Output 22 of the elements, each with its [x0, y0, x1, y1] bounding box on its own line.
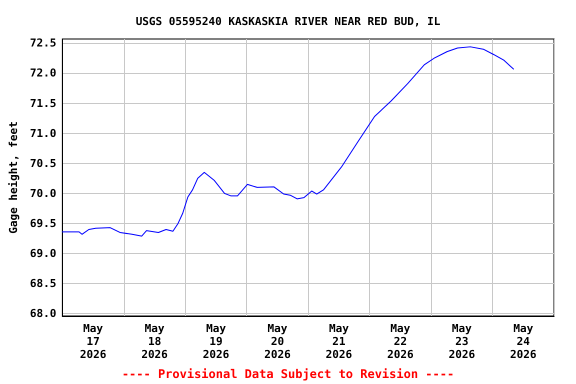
text: ---- Provisional Data Subject to Revision ---- — [122, 367, 454, 381]
x-tick-label: May 20 2026 — [264, 322, 292, 361]
line-series — [62, 46, 514, 237]
y-tick-label: 69.5 — [30, 216, 56, 230]
x-tick-label: May 19 2026 — [202, 322, 230, 361]
y-tick-label: 69.0 — [30, 247, 56, 260]
y-tick-label: 68.5 — [30, 277, 56, 290]
y-tick-label: 70.0 — [30, 186, 56, 200]
y-tick-label: 71.5 — [30, 96, 56, 110]
chart-title: USGS 05595240 KASKASKIA RIVER NEAR RED BUD, IL — [136, 15, 441, 28]
y-tick-label: 68.0 — [30, 307, 56, 320]
x-tick-label: May 18 2026 — [141, 322, 168, 361]
y-tick-label: 71.0 — [30, 126, 56, 140]
y-axis-title: Gage height, feet — [7, 121, 20, 234]
x-tick-label: May 22 2026 — [387, 322, 414, 361]
y-tick-label: 70.5 — [30, 156, 56, 170]
x-tick-label: May 24 2026 — [510, 322, 537, 361]
x-tick-label: May 21 2026 — [326, 322, 353, 361]
y-tick-label: 72.5 — [30, 36, 56, 50]
x-tick-label: May 23 2026 — [448, 322, 476, 361]
y-tick-label: 72.0 — [30, 66, 56, 80]
x-tick-label: May 17 2026 — [80, 322, 107, 361]
